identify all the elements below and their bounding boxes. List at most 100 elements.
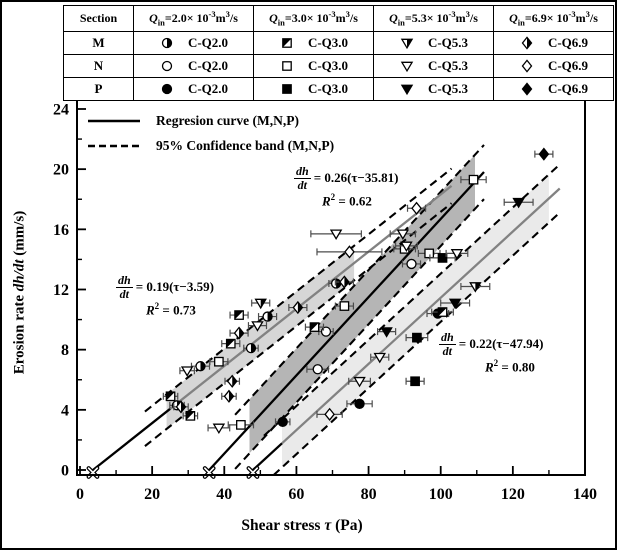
marker-tri-filled bbox=[380, 327, 393, 338]
table-header-section: Section bbox=[63, 5, 134, 32]
point-M-C-Q6.9 bbox=[288, 300, 308, 315]
table-cell-M-C-Q6.9: C-Q6.9 bbox=[493, 31, 614, 55]
marker-square-open bbox=[424, 248, 435, 259]
marker-circle-half bbox=[262, 311, 273, 322]
point-N-C-Q5.3 bbox=[395, 241, 418, 253]
marker-tri-half bbox=[254, 298, 267, 310]
point-P-C-Q3.0 bbox=[405, 332, 429, 343]
y-tick-label: 4 bbox=[61, 402, 69, 419]
marker-tri-filled bbox=[512, 197, 525, 209]
tau-symbol: τ bbox=[324, 517, 332, 534]
point-M-C-Q6.9 bbox=[334, 275, 355, 289]
series-label: C-Q5.3 bbox=[427, 81, 469, 96]
series-label: C-Q6.9 bbox=[547, 35, 589, 50]
marker-square-open bbox=[282, 61, 292, 71]
dh-dt-fraction: dh dt bbox=[116, 273, 133, 301]
marker-tri-open bbox=[251, 321, 264, 332]
dh-dt-fraction: dh dt bbox=[294, 164, 311, 192]
legend-item-regression: Regresion curve (M,N,P) bbox=[86, 108, 334, 133]
point-M-C-Q6.9 bbox=[221, 389, 237, 403]
marker-tri-open bbox=[400, 61, 414, 73]
marker-diamond-open bbox=[344, 245, 355, 259]
series-label: C-Q6.9 bbox=[547, 81, 589, 96]
table-cell-M-C-Q2.0: C-Q2.0 bbox=[133, 31, 254, 55]
marker-diamond-half bbox=[233, 326, 245, 340]
x-tick-label: 100 bbox=[429, 486, 453, 503]
point-N-C-Q5.3 bbox=[179, 366, 195, 377]
point-N-C-Q5.3 bbox=[445, 249, 469, 260]
table-cell-M-C-Q5.3: C-Q5.3 bbox=[373, 31, 494, 55]
point-M-C-Q3.0 bbox=[431, 307, 454, 317]
point-N-C-Q2.0 bbox=[401, 258, 422, 270]
point-P-C-Q3.0 bbox=[405, 376, 425, 387]
dh-dt-fraction: dh dt bbox=[439, 330, 456, 358]
table-cell-P-C-Q6.9: C-Q6.9 bbox=[493, 77, 614, 101]
solid-line-sample bbox=[88, 119, 140, 122]
marker-diamond-open bbox=[521, 59, 533, 73]
point-N-C-Q3.0 bbox=[227, 420, 255, 430]
marker-diamond-half bbox=[175, 400, 187, 414]
point-N-C-Q5.3 bbox=[207, 423, 231, 435]
marker-square-open bbox=[214, 356, 224, 367]
circle-half-icon bbox=[161, 37, 173, 49]
y-tick-label: 24 bbox=[53, 101, 69, 118]
table-header-flow-3: Qin=6.9× 10-3m3/s bbox=[493, 5, 614, 32]
table-cell-P-C-Q5.3: C-Q5.3 bbox=[373, 77, 494, 101]
point-M-C-Q3.0 bbox=[182, 410, 199, 421]
regression-equation-0: dh dt = 0.19(τ−3.59) R2 = 0.73 bbox=[116, 274, 214, 319]
table-cell-N-C-Q5.3: C-Q5.3 bbox=[373, 54, 494, 78]
point-M-C-Q5.3 bbox=[460, 282, 491, 293]
square-open-icon bbox=[282, 61, 292, 71]
table-header-flow-1: Qin=3.0× 10-3m3/s bbox=[253, 5, 374, 32]
marker-tri-open bbox=[353, 376, 366, 388]
point-P-C-Q2.0 bbox=[274, 416, 291, 428]
y-tick-label: 0 bbox=[61, 463, 69, 480]
marker-diamond-half bbox=[223, 389, 235, 403]
point-P-C-Q6.9 bbox=[534, 147, 554, 161]
legend-item-confidence: 95% Confidence band (M,N,P) bbox=[86, 133, 334, 158]
marker-tri-open bbox=[450, 249, 464, 260]
legend-label: 95% Confidence band (M,N,P) bbox=[156, 137, 335, 153]
point-P-C-Q5.3 bbox=[440, 298, 471, 310]
table-cell-P-C-Q3.0: C-Q3.0 bbox=[253, 77, 374, 101]
marker-circle-open bbox=[320, 326, 332, 337]
point-M-C-Q2.0 bbox=[257, 311, 278, 322]
marker-square-filled bbox=[437, 253, 448, 263]
marker-circle-open bbox=[406, 258, 417, 270]
confidence-line-right bbox=[263, 163, 561, 437]
tri-filled-icon bbox=[400, 84, 414, 96]
series-label: C-Q5.3 bbox=[427, 58, 469, 73]
point-M-C-Q6.9 bbox=[224, 374, 241, 388]
equation-text: = 0.22(τ−47.94) bbox=[458, 336, 544, 352]
data-points bbox=[162, 147, 554, 435]
table-cell-N-C-Q3.0: C-Q3.0 bbox=[253, 54, 374, 78]
x-tick-label: 0 bbox=[76, 486, 84, 503]
square-half-icon bbox=[282, 38, 292, 48]
confidence-bands bbox=[92, 144, 561, 474]
marker-circle-open bbox=[161, 60, 173, 72]
confidence-line-middle bbox=[234, 198, 485, 470]
marker-diamond-open bbox=[411, 201, 422, 215]
legend-label: Regresion curve (M,N,P) bbox=[156, 112, 299, 128]
equation-text: = 0.26(τ−35.81) bbox=[313, 170, 399, 186]
series-label: C-Q2.0 bbox=[187, 35, 229, 50]
table-cell-P-C-Q2.0: C-Q2.0 bbox=[133, 77, 254, 101]
marker-square-half bbox=[234, 310, 244, 320]
marker-circle-half bbox=[245, 343, 257, 354]
series-label: C-Q2.0 bbox=[187, 58, 229, 73]
x-tick-label: 40 bbox=[216, 486, 232, 503]
point-N-C-Q6.9 bbox=[406, 201, 427, 215]
point-N-C-Q3.0 bbox=[334, 301, 355, 311]
table-cell-N-C-Q6.9: C-Q6.9 bbox=[493, 54, 614, 78]
marker-circle-open bbox=[312, 364, 323, 375]
dashed-line-sample bbox=[88, 144, 140, 147]
marker-diamond-filled bbox=[521, 82, 533, 96]
point-M-C-Q3.0 bbox=[221, 338, 241, 349]
marker-tri-open bbox=[400, 241, 413, 253]
marker-square-half bbox=[309, 322, 320, 332]
regression-equation-1: dh dt = 0.26(τ−35.81) R2 = 0.62 bbox=[294, 165, 398, 210]
point-M-C-Q6.9 bbox=[173, 400, 189, 414]
circle-open-icon bbox=[161, 60, 173, 72]
